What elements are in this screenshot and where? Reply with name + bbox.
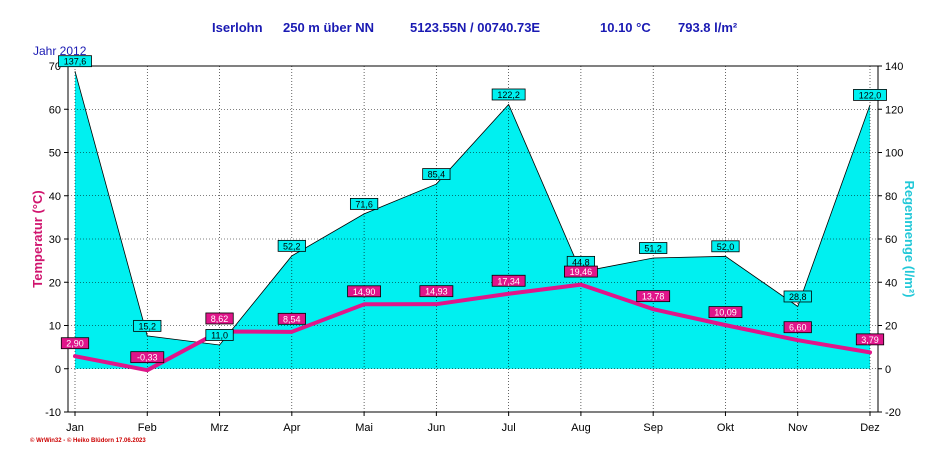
left-tick-label: 0 — [55, 364, 61, 376]
rain-data-label: 44,8 — [572, 257, 590, 267]
left-tick-label: 20 — [49, 277, 61, 289]
right-tick-label: 40 — [885, 277, 897, 289]
left-tick-label: 60 — [49, 104, 61, 116]
x-tick-label: Apr — [283, 422, 300, 434]
rain-data-label: 137,6 — [64, 57, 87, 67]
rain-data-label-box — [639, 242, 668, 254]
temperature-data-label-box — [564, 265, 598, 278]
temperature-data-label: 2,90 — [66, 339, 84, 349]
rain-data-label-box — [711, 240, 740, 253]
x-tick-label: Jul — [502, 422, 516, 434]
x-tick-label: Jan — [66, 422, 84, 434]
temperature-data-label: 8,54 — [283, 314, 301, 324]
temperature-data-label: 10,09 — [714, 308, 737, 318]
left-tick-label: -10 — [45, 407, 61, 419]
right-tick-label: 120 — [885, 104, 903, 116]
temperature-data-label: -0,33 — [137, 353, 158, 363]
author-credit: © Heiko Blüdorn 17.06.2023 — [66, 438, 146, 444]
x-tick-label: Jun — [427, 422, 445, 434]
temperature-data-label: 19,46 — [570, 267, 593, 277]
rain-data-label-box — [133, 319, 162, 332]
rain-data-label: 15,2 — [139, 321, 157, 331]
x-tick-label: Mai — [355, 422, 373, 434]
rain-data-label: 51,2 — [644, 244, 662, 254]
rain-data-label-box — [422, 168, 451, 180]
right-tick-label: -20 — [885, 407, 901, 419]
right-tick-label: 100 — [885, 148, 903, 160]
temperature-data-label: 14,93 — [425, 287, 448, 297]
temperature-data-label-box — [419, 285, 454, 298]
temperature-data-label-box — [491, 274, 526, 287]
left-tick-label: 50 — [49, 148, 61, 160]
x-tick-label: Dez — [860, 422, 880, 434]
x-tick-label: Okt — [717, 422, 734, 434]
temperature-data-label: 6,60 — [789, 323, 807, 333]
rain-data-label: 52,2 — [283, 241, 301, 251]
right-tick-label: 80 — [885, 191, 897, 203]
chart-footer: © WrWin32 - © Heiko Blüdorn 17.06.2023 — [30, 438, 146, 444]
software-credit: © WrWin32 — [30, 438, 62, 444]
station-coordinates: 5123.55N / 00740.73E — [410, 20, 541, 35]
temperature-data-label-box — [130, 351, 165, 364]
rain-data-label-box — [783, 290, 812, 303]
temperature-data-label-box — [347, 285, 381, 298]
rain-data-label: 122,2 — [497, 90, 520, 100]
temperature-data-label-box — [855, 333, 885, 346]
x-tick-label: Nov — [788, 422, 808, 434]
rain-data-label-box — [205, 329, 234, 341]
rain-data-label: 122,0 — [859, 90, 882, 100]
total-rainfall: 793.8 l/m² — [678, 20, 738, 35]
rain-data-label: 71,6 — [355, 199, 373, 209]
rain-data-label-box — [349, 198, 379, 210]
rain-data-label: 52,0 — [717, 242, 735, 252]
left-tick-label: 10 — [49, 321, 61, 333]
temperature-data-label: 17,34 — [497, 276, 520, 286]
temperature-data-label-box — [60, 337, 90, 350]
station-altitude: 250 m über NN — [283, 20, 375, 35]
rain-data-label-box — [58, 55, 92, 68]
right-tick-label: 140 — [885, 61, 903, 73]
left-axis-title: Temperatur (°C) — [30, 190, 45, 287]
temperature-data-label: 3,79 — [861, 335, 879, 345]
rain-outline — [74, 71, 871, 346]
rain-data-label: 11,0 — [211, 330, 228, 340]
rain-area — [75, 71, 870, 369]
rain-data-label-box — [853, 89, 887, 101]
right-tick-label: 0 — [885, 364, 891, 376]
temperature-data-label: 13,78 — [642, 292, 665, 302]
rain-data-label: 28,8 — [789, 292, 807, 302]
rain-data-label-box — [277, 239, 306, 252]
temperature-data-label-box — [708, 306, 743, 319]
right-axis-title: Regenmenge (l/m²) — [902, 180, 917, 297]
temperature-data-label-box — [205, 312, 234, 325]
x-tick-label: Aug — [571, 422, 591, 434]
year-label: Jahr 2012 — [33, 44, 87, 58]
temperature-data-label-box — [636, 290, 671, 303]
right-tick-label: 60 — [885, 234, 897, 246]
temperature-data-label-box — [277, 312, 306, 325]
left-tick-label: 40 — [49, 191, 61, 203]
temperature-data-label: 14,90 — [353, 287, 376, 297]
x-tick-label: Sep — [643, 422, 663, 434]
average-temperature: 10.10 °C — [600, 20, 651, 35]
right-tick-label: 20 — [885, 321, 897, 333]
x-tick-label: Feb — [138, 422, 157, 434]
rain-data-label: 85,4 — [428, 170, 446, 180]
left-tick-label: 30 — [49, 234, 61, 246]
rain-data-label-box — [491, 88, 526, 101]
station-name: Iserlohn — [212, 20, 263, 35]
left-tick-label: 70 — [49, 61, 61, 73]
temperature-data-label: 8,62 — [211, 314, 229, 324]
temperature-data-label-box — [783, 321, 812, 334]
x-tick-label: Mrz — [210, 422, 228, 434]
